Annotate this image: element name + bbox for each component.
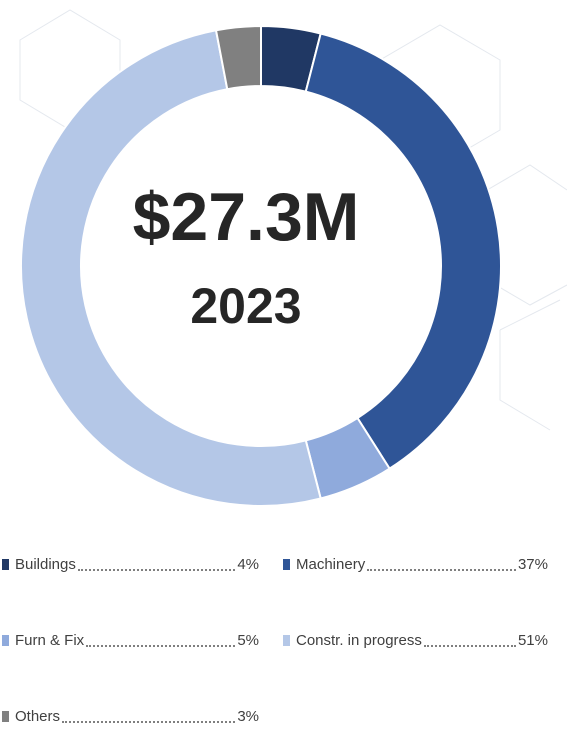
legend-label: Others bbox=[15, 708, 61, 725]
chart: $27.3M 2023 bbox=[19, 9, 567, 507]
legend-entry: Others 3% bbox=[2, 708, 259, 725]
legend-entry: Machinery 37% bbox=[283, 556, 548, 573]
leader-dots bbox=[77, 568, 236, 571]
donut-segment bbox=[214, 24, 262, 91]
legend-entry: Buildings 4% bbox=[2, 556, 259, 573]
leader-dots bbox=[86, 644, 236, 647]
legend-value: 37% bbox=[517, 556, 548, 573]
legend-swatch bbox=[283, 635, 290, 646]
legend-swatch bbox=[283, 559, 290, 570]
donut-segment bbox=[20, 29, 322, 507]
legend-value: 51% bbox=[517, 632, 548, 649]
legend-value: 4% bbox=[237, 556, 259, 573]
legend-swatch bbox=[2, 711, 9, 722]
legend-label: Constr. in progress bbox=[296, 632, 422, 649]
legend-label: Machinery bbox=[296, 556, 366, 573]
donut-segment bbox=[304, 32, 502, 471]
legend-value: 5% bbox=[237, 632, 259, 649]
leader-dots bbox=[62, 720, 236, 723]
legend-entry: Furn & Fix 5% bbox=[2, 632, 259, 649]
leader-dots bbox=[423, 644, 516, 647]
legend-entry: Constr. in progress 51% bbox=[283, 632, 548, 649]
center-year: 2023 bbox=[190, 278, 301, 334]
legend-swatch bbox=[2, 635, 9, 646]
legend-value: 3% bbox=[237, 708, 259, 725]
center-value: $27.3M bbox=[133, 179, 360, 255]
leader-dots bbox=[367, 568, 516, 571]
legend-swatch bbox=[2, 559, 9, 570]
legend-label: Furn & Fix bbox=[15, 632, 85, 649]
legend-label: Buildings bbox=[15, 556, 76, 573]
